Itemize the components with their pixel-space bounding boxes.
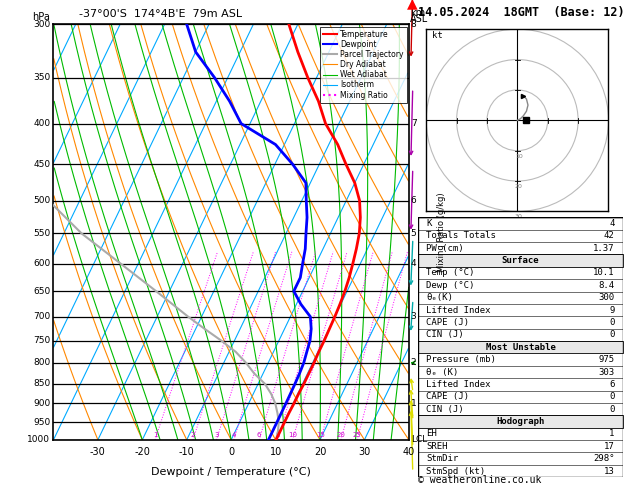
Text: 20: 20 [337, 432, 345, 438]
Text: 8.4: 8.4 [598, 281, 615, 290]
Text: -37°00'S  174°4B'E  79m ASL: -37°00'S 174°4B'E 79m ASL [79, 9, 242, 19]
Text: 6: 6 [257, 432, 262, 438]
Text: Lifted Index: Lifted Index [426, 306, 491, 314]
Text: ASL: ASL [410, 14, 428, 24]
Text: 950: 950 [33, 417, 50, 427]
Bar [418, 254, 623, 267]
Text: 5: 5 [411, 229, 416, 238]
Text: 350: 350 [33, 73, 50, 82]
Text: Hodograph: Hodograph [496, 417, 545, 426]
Text: 303: 303 [598, 367, 615, 377]
Text: 298°: 298° [593, 454, 615, 463]
Legend: Temperature, Dewpoint, Parcel Trajectory, Dry Adiabat, Wet Adiabat, Isotherm, Mi: Temperature, Dewpoint, Parcel Trajectory… [320, 27, 406, 103]
Bar [418, 416, 623, 428]
Text: 1: 1 [153, 432, 157, 438]
Text: 0: 0 [609, 330, 615, 339]
Text: 4: 4 [411, 259, 416, 268]
Text: 1000: 1000 [27, 435, 50, 444]
Text: 9: 9 [609, 306, 615, 314]
Text: 650: 650 [33, 287, 50, 295]
Text: 800: 800 [33, 358, 50, 367]
Text: 0: 0 [609, 405, 615, 414]
Text: StmSpd (kt): StmSpd (kt) [426, 467, 486, 476]
Text: Mixing Ratio (g/kg): Mixing Ratio (g/kg) [437, 192, 446, 272]
Text: ▲: ▲ [407, 0, 417, 11]
Text: 300: 300 [33, 20, 50, 29]
Text: K: K [426, 219, 432, 228]
Text: 400: 400 [33, 119, 50, 128]
Text: 6: 6 [609, 380, 615, 389]
Text: 975: 975 [598, 355, 615, 364]
Text: 3: 3 [214, 432, 219, 438]
Text: hPa: hPa [33, 12, 50, 22]
Text: 1.37: 1.37 [593, 243, 615, 253]
Text: Lifted Index: Lifted Index [426, 380, 491, 389]
Text: 30: 30 [359, 447, 370, 457]
Text: 3: 3 [411, 312, 416, 321]
Text: 8: 8 [276, 432, 280, 438]
Text: 500: 500 [33, 196, 50, 205]
Text: -20: -20 [135, 447, 150, 457]
Text: LCL: LCL [411, 435, 427, 444]
Text: 13: 13 [604, 467, 615, 476]
Text: 10: 10 [515, 154, 523, 159]
Text: 750: 750 [33, 336, 50, 345]
Text: Dewpoint / Temperature (°C): Dewpoint / Temperature (°C) [151, 467, 311, 477]
Text: 0: 0 [609, 318, 615, 327]
Text: CAPE (J): CAPE (J) [426, 392, 469, 401]
Text: PW (cm): PW (cm) [426, 243, 464, 253]
Text: SREH: SREH [426, 442, 448, 451]
Text: 0: 0 [228, 447, 234, 457]
Text: 300: 300 [598, 293, 615, 302]
Text: 1: 1 [609, 430, 615, 438]
Text: 550: 550 [33, 229, 50, 238]
Text: 7: 7 [411, 119, 416, 128]
Text: 10: 10 [269, 447, 282, 457]
Text: 700: 700 [33, 312, 50, 321]
Text: θₑ(K): θₑ(K) [426, 293, 454, 302]
Text: © weatheronline.co.uk: © weatheronline.co.uk [418, 474, 542, 485]
Text: 15: 15 [316, 432, 325, 438]
Text: Most Unstable: Most Unstable [486, 343, 555, 352]
Text: Temp (°C): Temp (°C) [426, 268, 475, 278]
Text: CIN (J): CIN (J) [426, 330, 464, 339]
Text: 17: 17 [604, 442, 615, 451]
Text: 4: 4 [231, 432, 236, 438]
Text: 25: 25 [353, 432, 362, 438]
Text: 2: 2 [191, 432, 195, 438]
Text: kt: kt [432, 31, 443, 40]
Bar [418, 341, 623, 353]
Text: 40: 40 [403, 447, 415, 457]
Text: 2: 2 [411, 358, 416, 367]
Text: 0: 0 [609, 392, 615, 401]
Text: 10.1: 10.1 [593, 268, 615, 278]
Text: 8: 8 [411, 20, 416, 29]
Text: 42: 42 [604, 231, 615, 240]
Text: km: km [410, 8, 425, 18]
Text: Totals Totals: Totals Totals [426, 231, 496, 240]
Text: 14.05.2024  18GMT  (Base: 12): 14.05.2024 18GMT (Base: 12) [418, 6, 625, 19]
Text: 30: 30 [515, 214, 523, 220]
Text: 450: 450 [33, 160, 50, 169]
Text: 20: 20 [314, 447, 326, 457]
Text: 900: 900 [33, 399, 50, 408]
Text: StmDir: StmDir [426, 454, 459, 463]
Text: 20: 20 [515, 184, 523, 189]
Text: CIN (J): CIN (J) [426, 405, 464, 414]
Text: 6: 6 [411, 196, 416, 205]
Text: -10: -10 [179, 447, 194, 457]
Text: CAPE (J): CAPE (J) [426, 318, 469, 327]
Text: 600: 600 [33, 259, 50, 268]
Text: 850: 850 [33, 379, 50, 388]
Text: Dewp (°C): Dewp (°C) [426, 281, 475, 290]
Text: -30: -30 [90, 447, 106, 457]
Text: θₑ (K): θₑ (K) [426, 367, 459, 377]
Text: Pressure (mb): Pressure (mb) [426, 355, 496, 364]
Text: 4: 4 [609, 219, 615, 228]
Text: Surface: Surface [502, 256, 539, 265]
Text: 1: 1 [411, 399, 416, 408]
Text: EH: EH [426, 430, 437, 438]
Text: 10: 10 [288, 432, 297, 438]
